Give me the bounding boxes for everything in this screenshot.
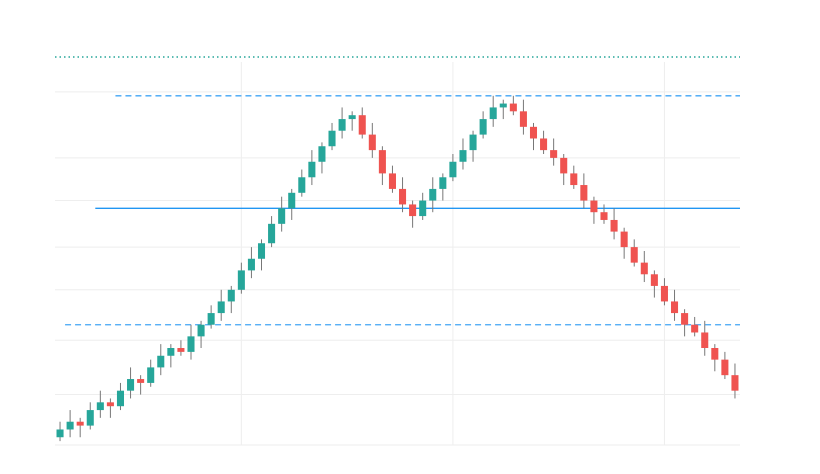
candle-body [469, 134, 477, 151]
candle-body [499, 103, 507, 108]
candle-body [550, 150, 558, 158]
candle-body [409, 204, 417, 217]
candle-body [328, 130, 336, 147]
candle-body [96, 402, 104, 411]
candle-body [399, 188, 407, 205]
candle-body [479, 119, 487, 135]
candle-body [681, 313, 689, 325]
candle-body [721, 359, 729, 376]
candle-body [670, 301, 679, 314]
candle-body [701, 332, 709, 348]
candle-body [127, 379, 135, 391]
candle-body [439, 177, 447, 189]
candle-body [580, 185, 588, 201]
candle-body [207, 313, 215, 325]
candle-body [257, 243, 266, 259]
candle-body [691, 324, 699, 333]
candle-body [388, 173, 396, 189]
candle-body [116, 390, 125, 407]
candle-body [731, 375, 739, 391]
candle-body [66, 421, 74, 430]
candle-body [348, 115, 356, 120]
candle-body [247, 258, 255, 271]
candle-body [650, 274, 658, 286]
candle-body [197, 324, 205, 337]
candle-body [288, 192, 296, 209]
candle-body [318, 146, 326, 162]
candle-body [106, 402, 114, 407]
candle-body [338, 119, 346, 131]
candle-body [76, 421, 84, 426]
candle-body [711, 348, 719, 360]
candle-body [56, 429, 64, 438]
candle-body [630, 247, 638, 263]
candle-body [157, 355, 165, 368]
candle-body [298, 177, 306, 193]
candle-body [358, 115, 366, 135]
candle-body [449, 161, 457, 178]
candle-body [600, 212, 608, 220]
candle-body [147, 367, 155, 383]
candle-body [167, 348, 175, 356]
candle-body [570, 173, 578, 186]
candle-body [459, 150, 467, 162]
candle-body [187, 336, 195, 352]
candle-body [489, 107, 497, 120]
candle-body [620, 231, 628, 248]
candle-body [590, 200, 598, 213]
candle-body [177, 348, 185, 352]
candle-body [640, 262, 648, 275]
candle-body [368, 134, 376, 151]
candle-body [217, 301, 225, 314]
candle-body [268, 223, 276, 244]
candle-body [519, 111, 527, 127]
candle-body [610, 219, 618, 232]
candle-body [429, 188, 437, 201]
candle-body [660, 285, 668, 302]
candle-body [227, 289, 235, 302]
candle-body [137, 379, 145, 383]
candle-body [509, 103, 517, 112]
candle-body [278, 208, 286, 224]
candle-body [529, 126, 538, 139]
candle-body [540, 138, 548, 151]
candle-body [308, 161, 316, 178]
candle-body [86, 410, 94, 426]
candle-body [378, 150, 386, 174]
candle-body [419, 200, 427, 217]
candle-body [560, 157, 568, 174]
candle-body [237, 270, 245, 290]
